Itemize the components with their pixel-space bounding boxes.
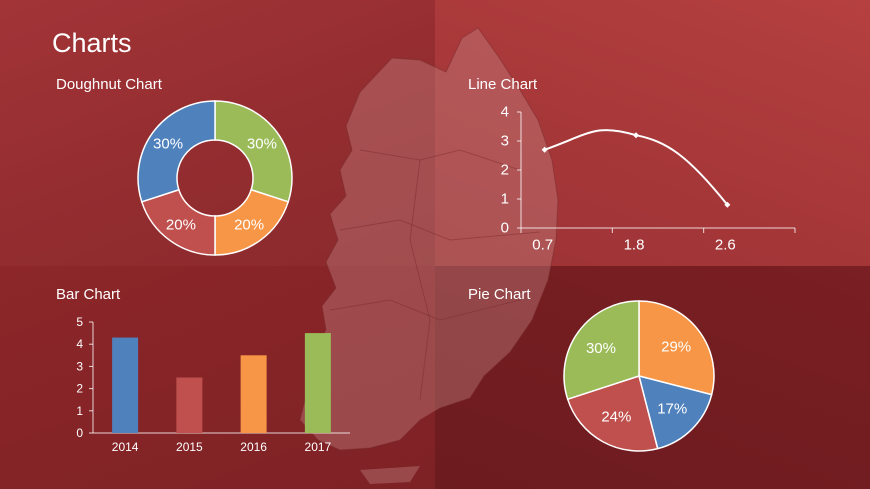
bar-y-tick-label-4: 4 <box>76 337 83 351</box>
pie-label-1: 17% <box>657 401 687 418</box>
bar-x-tick-label-3: 2017 <box>305 440 332 454</box>
bar-chart-title: Bar Chart <box>56 286 121 303</box>
doughnut-label-3: 30% <box>153 135 183 152</box>
bar-y-tick-label-5: 5 <box>76 315 83 329</box>
pie-slice-2 <box>566 375 659 452</box>
bar-x-tick-label-1: 2015 <box>176 440 203 454</box>
line-point-2 <box>724 201 731 208</box>
slide-title: Charts <box>52 28 132 58</box>
bar-2017 <box>304 333 331 433</box>
pie-label-2: 24% <box>601 409 631 426</box>
bar-x-tick-label-0: 2014 <box>112 440 139 454</box>
line-point-1 <box>633 132 639 139</box>
bar-2016 <box>240 355 267 433</box>
doughnut-slice-3 <box>137 100 216 203</box>
line-chart-title: Line Chart <box>468 76 538 93</box>
pie-label-0: 29% <box>661 339 691 356</box>
pie-chart-title: Pie Chart <box>468 286 531 303</box>
doughnut-label-1: 20% <box>234 216 264 233</box>
line-y-tick-label-2: 2 <box>501 162 509 179</box>
line-x-tick-label-0: 0.7 <box>532 237 553 254</box>
line-y-tick-label-3: 3 <box>501 133 509 150</box>
pie-slice-0 <box>638 300 715 396</box>
bar-2014 <box>112 337 139 433</box>
quadrant-top-right <box>435 0 870 266</box>
line-x-tick-label-1: 1.8 <box>624 237 645 254</box>
doughnut-chart-title: Doughnut Chart <box>56 76 162 93</box>
bar-y-tick-label-1: 1 <box>76 404 83 418</box>
line-y-tick-label-0: 0 <box>501 220 509 237</box>
bar-y-tick-label-3: 3 <box>76 359 83 373</box>
quadrant-bottom-left <box>0 266 435 489</box>
line-point-0 <box>541 146 548 153</box>
pie-slice-1 <box>637 374 713 450</box>
bar-y-tick-label-2: 2 <box>76 382 83 396</box>
line-y-tick-label-1: 1 <box>501 191 509 208</box>
pie-label-3: 30% <box>586 340 616 357</box>
bar-2015 <box>176 377 203 433</box>
doughnut-label-2: 20% <box>166 216 196 233</box>
bar-x-tick-label-2: 2016 <box>240 440 267 454</box>
doughnut-slice-0 <box>214 100 293 203</box>
line-x-tick-label-2: 2.6 <box>715 237 736 254</box>
pie-slice-3 <box>563 300 640 401</box>
doughnut-label-0: 30% <box>247 135 277 152</box>
line-y-tick-label-4: 4 <box>501 104 509 121</box>
bar-y-tick-label-0: 0 <box>76 426 83 440</box>
